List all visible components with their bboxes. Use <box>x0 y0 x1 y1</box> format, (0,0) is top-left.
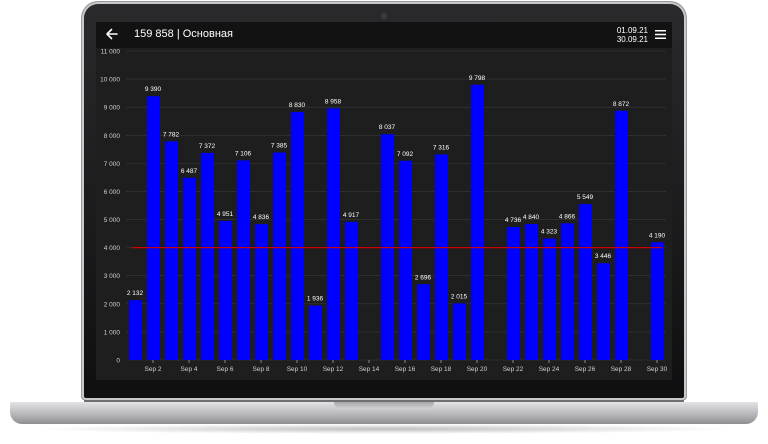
bar-value-label: 8 872 <box>613 101 630 108</box>
bar-value-label: 7 385 <box>271 143 288 150</box>
bar-value-label: 9 390 <box>145 86 162 93</box>
x-tick-label: Sep 24 <box>539 366 560 373</box>
x-axis-ticks: Sep 2 Sep 4 Sep 6 Sep 8 Sep 10 Sep 12 Sep 14 Se… <box>145 360 668 373</box>
bar <box>398 160 412 360</box>
x-tick-label: Sep 12 <box>323 366 344 373</box>
x-tick-label: Sep 8 <box>253 366 270 373</box>
y-tick-label: 3 000 <box>104 273 121 280</box>
bar <box>182 177 196 360</box>
bar-value-label: 8 958 <box>325 98 342 105</box>
x-tick-label: Sep 4 <box>181 366 198 373</box>
camera-dot <box>381 13 387 19</box>
x-tick-label: Sep 10 <box>287 366 308 373</box>
bar <box>470 84 484 361</box>
y-tick-label: 4 000 <box>104 245 121 252</box>
laptop-base <box>10 402 758 424</box>
laptop-shadow <box>30 424 738 434</box>
app-screen: 159 858 | Основная 01.09.21 30.09.21 0 1 … <box>96 22 672 380</box>
bars <box>128 84 664 361</box>
date-range[interactable]: 01.09.21 30.09.21 <box>617 26 648 44</box>
x-tick-label: Sep 20 <box>467 366 488 373</box>
bar-value-label: 7 372 <box>199 143 216 150</box>
laptop-notch <box>334 402 434 409</box>
y-tick-label: 1 000 <box>104 329 121 336</box>
bar-value-label: 4 917 <box>343 212 360 219</box>
y-tick-label: 6 000 <box>104 189 121 196</box>
bar <box>542 238 556 360</box>
bar-chart: 0 1 000 2 000 3 000 4 000 5 000 6 000 7 000 8 00… <box>100 49 668 374</box>
bar-value-label: 8 830 <box>289 102 306 109</box>
page-title: 159 858 | Основная <box>134 28 233 40</box>
bar <box>218 220 232 360</box>
bar <box>128 300 142 360</box>
x-tick-label: Sep 2 <box>145 366 162 373</box>
bar <box>272 152 286 360</box>
bar <box>254 224 268 360</box>
bar <box>614 110 628 360</box>
bar <box>416 284 430 360</box>
bar-value-label: 7 782 <box>163 131 180 138</box>
bar-value-label: 4 866 <box>559 213 576 220</box>
bar <box>434 154 448 360</box>
y-tick-label: 10 000 <box>100 77 120 84</box>
grid-lines <box>126 50 666 361</box>
bar-value-label: 2 132 <box>127 290 144 297</box>
y-tick-label: 8 000 <box>104 133 121 140</box>
bar-value-label: 6 487 <box>181 168 198 175</box>
date-to: 30.09.21 <box>616 35 648 44</box>
x-tick-label: Sep 16 <box>395 366 416 373</box>
bar <box>596 263 610 360</box>
bar <box>524 224 538 360</box>
date-from: 01.09.21 <box>616 26 648 35</box>
bar-value-label: 2 015 <box>451 293 468 300</box>
bar-value-label: 7 092 <box>397 151 414 158</box>
bar-value-label: 4 190 <box>649 232 666 239</box>
bar <box>578 204 592 360</box>
bar <box>146 96 160 360</box>
bar-value-label: 4 840 <box>523 214 540 221</box>
bar-value-label: 4 951 <box>217 211 234 218</box>
bar-value-label: 1 936 <box>307 296 324 303</box>
x-tick-label: Sep 30 <box>647 366 668 373</box>
menu-icon[interactable] <box>655 30 666 39</box>
bar <box>164 141 178 360</box>
bar <box>236 160 250 360</box>
bar <box>452 303 466 360</box>
y-tick-label: 5 000 <box>104 217 121 224</box>
y-tick-label: 2 000 <box>104 301 121 308</box>
x-tick-label: Sep 14 <box>359 366 380 373</box>
bar-value-label: 5 549 <box>577 194 594 201</box>
bar-value-label: 4 736 <box>505 217 522 224</box>
bar <box>200 152 214 360</box>
y-tick-label: 0 <box>116 358 120 365</box>
x-tick-label: Sep 6 <box>217 366 234 373</box>
bar-value-label: 7 106 <box>235 150 252 157</box>
app-header: 159 858 | Основная 01.09.21 30.09.21 <box>96 22 672 48</box>
bar <box>344 221 358 360</box>
y-tick-label: 9 000 <box>104 105 121 112</box>
bar <box>290 111 304 360</box>
bar-value-label: 3 446 <box>595 253 612 260</box>
x-tick-label: Sep 26 <box>575 366 596 373</box>
bar-value-label: 8 037 <box>379 124 396 131</box>
x-tick-label: Sep 28 <box>611 366 632 373</box>
bar <box>506 226 520 360</box>
bar-value-label: 2 696 <box>415 274 432 281</box>
x-tick-label: Sep 18 <box>431 366 452 373</box>
y-tick-label: 11 000 <box>101 49 121 56</box>
x-tick-label: Sep 22 <box>503 366 524 373</box>
bar-value-label: 4 323 <box>541 229 558 236</box>
y-tick-label: 7 000 <box>104 161 121 168</box>
bar <box>560 223 574 360</box>
value-labels: 2 132 9 390 7 782 6 487 7 372 4 951 7 106 4 836… <box>127 75 666 303</box>
bar <box>650 242 664 360</box>
bar <box>326 108 340 360</box>
bar-value-label: 9 798 <box>469 75 486 82</box>
bar-value-label: 4 836 <box>253 214 270 221</box>
bar <box>308 305 322 360</box>
back-arrow-icon[interactable] <box>104 26 120 42</box>
y-axis-ticks: 0 1 000 2 000 3 000 4 000 5 000 6 000 7 000 8 00… <box>100 49 120 365</box>
bar-value-label: 7 316 <box>433 144 450 151</box>
